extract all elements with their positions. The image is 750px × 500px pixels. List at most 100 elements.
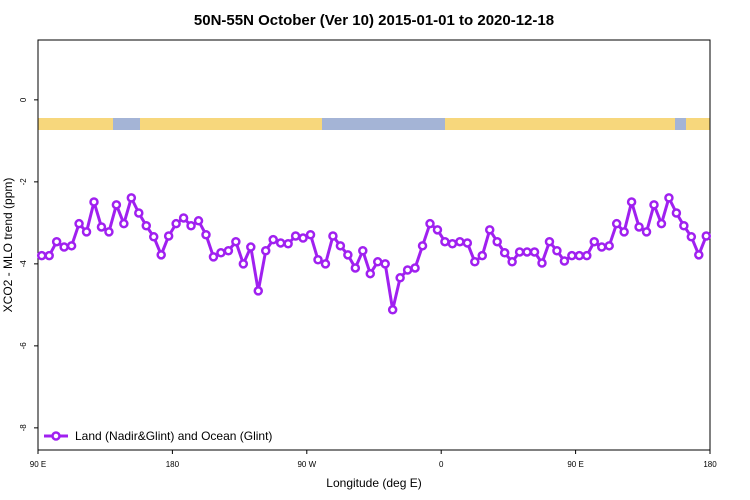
point (425, 218, 435, 229)
point (36, 250, 47, 261)
point (358, 245, 368, 256)
point (126, 193, 137, 203)
point (694, 250, 704, 260)
point (701, 231, 712, 241)
point (544, 236, 555, 247)
point (574, 250, 585, 261)
point (507, 257, 517, 267)
point (119, 218, 129, 229)
point (96, 222, 107, 232)
point (201, 230, 211, 240)
point (104, 227, 114, 237)
point (111, 200, 122, 210)
point (268, 234, 278, 245)
point (455, 236, 465, 247)
point (178, 213, 189, 223)
point (238, 259, 249, 269)
point (604, 241, 614, 251)
plot-frame (37, 39, 711, 451)
point (671, 208, 682, 218)
point (89, 197, 99, 207)
point (365, 268, 376, 279)
point (74, 218, 84, 229)
point (499, 248, 510, 258)
x-tick-label: 90 E (30, 460, 46, 469)
point (59, 242, 69, 252)
point (193, 216, 204, 226)
point (305, 230, 316, 240)
point (514, 247, 525, 257)
point (447, 239, 458, 249)
point (634, 222, 644, 232)
point (686, 232, 697, 242)
point (260, 245, 271, 256)
point (134, 208, 144, 218)
point (343, 250, 353, 260)
point (298, 233, 308, 243)
y-tick-label: -2 (19, 178, 28, 186)
point (283, 239, 293, 249)
point (275, 238, 286, 248)
legend-label: Land (Nadir&Glint) and Ocean (Glint) (75, 429, 272, 443)
point (44, 250, 54, 261)
point (559, 256, 570, 266)
x-tick-label: 180 (166, 460, 180, 469)
point (328, 231, 338, 241)
y-tick-label: 0 (19, 97, 28, 102)
point (246, 242, 256, 252)
point (537, 258, 547, 268)
point (350, 263, 361, 273)
x-tick-label: 90 W (297, 460, 316, 469)
point (402, 265, 413, 275)
x-tick-label: 0 (439, 460, 444, 469)
point (51, 236, 62, 247)
point (156, 250, 166, 260)
x-axis-label: Longitude (deg E) (326, 476, 421, 490)
point (596, 242, 607, 252)
y-tick-label: -8 (19, 424, 28, 432)
point (589, 236, 600, 247)
point (410, 263, 420, 273)
point (216, 248, 226, 258)
point (649, 200, 659, 210)
point (432, 225, 443, 235)
point (641, 227, 652, 237)
point (656, 218, 667, 229)
point (552, 245, 562, 256)
legend-marker (51, 431, 61, 441)
point (223, 245, 234, 256)
point (440, 236, 450, 247)
point (335, 241, 346, 251)
point (231, 236, 241, 247)
point (470, 257, 480, 267)
point (462, 238, 473, 248)
point (208, 252, 219, 262)
point (372, 257, 383, 267)
point (163, 231, 174, 241)
point (186, 220, 196, 231)
point (395, 273, 405, 283)
point (253, 286, 264, 296)
point (171, 218, 181, 229)
point (529, 247, 540, 257)
point (484, 225, 495, 235)
point (626, 197, 637, 207)
point (141, 220, 152, 231)
y-axis-label: XCO2 - MLO trend (ppm) (1, 178, 15, 313)
point (492, 236, 502, 247)
point (582, 250, 592, 261)
point (148, 232, 159, 242)
point (611, 218, 622, 229)
x-tick-label: 180 (703, 460, 717, 469)
point (290, 231, 301, 241)
point (387, 305, 398, 315)
point (522, 247, 532, 257)
point (417, 241, 428, 251)
point (679, 220, 689, 231)
y-tick-label: -6 (19, 342, 28, 350)
x-tick-label: 90 E (567, 460, 583, 469)
point (567, 250, 577, 261)
point (81, 227, 92, 237)
point (477, 250, 488, 261)
